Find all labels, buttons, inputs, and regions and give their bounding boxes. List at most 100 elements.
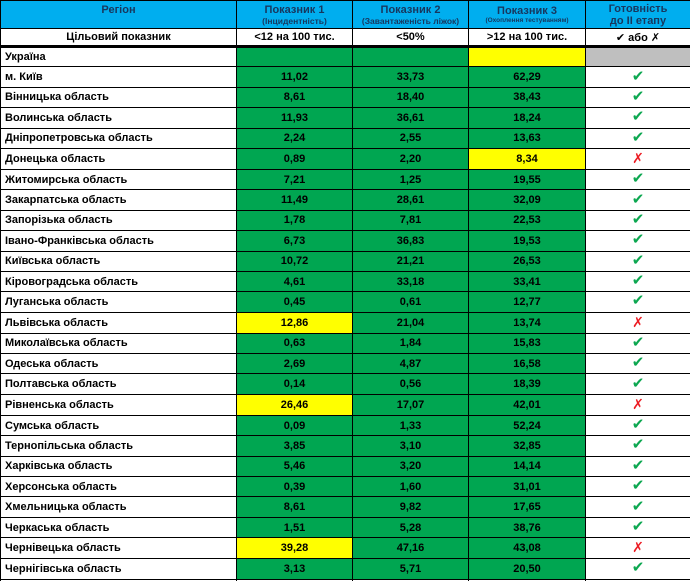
region-cell: Івано-Франківська область <box>0 230 237 252</box>
indicator-1-cell: 0,63 <box>236 332 353 355</box>
indicator-2-cell: 18,40 <box>352 86 469 109</box>
indicator-3-cell: 33,41 <box>468 270 586 293</box>
target-indicator-3: >12 на 100 тис. <box>468 28 586 48</box>
region-cell: Львівська область <box>0 311 237 334</box>
indicator-1-cell: 1,78 <box>236 209 353 232</box>
indicator-1-cell: 0,14 <box>236 373 353 395</box>
indicator-3-cell: 18,39 <box>468 373 586 395</box>
indicator-3-cell: 62,29 <box>468 66 586 88</box>
readiness-cell: ✔ <box>585 107 690 129</box>
indicator-1-cell: 10,72 <box>236 250 353 272</box>
region-cell: Вінницька область <box>0 86 237 109</box>
region-cell: Дніпропетровська область <box>0 127 237 149</box>
region-cell: м. Київ <box>0 66 237 88</box>
indicator-2-cell: 0,61 <box>352 291 469 313</box>
header-row: Регіон Показник 1 (Інцидентність) Показн… <box>0 0 690 29</box>
indicator-1-cell: 7,21 <box>236 168 353 191</box>
indicator-2-cell: 1,33 <box>352 414 469 437</box>
readiness-cell: ✔ <box>585 270 690 293</box>
readiness-cell: ✔ <box>585 414 690 437</box>
indicator-2-cell: 33,18 <box>352 270 469 293</box>
indicator-3-cell: 13,74 <box>468 311 586 334</box>
indicator-1-cell: 39,28 <box>236 537 353 560</box>
readiness-cell: ✔ <box>585 168 690 191</box>
readiness-cell: ✔ <box>585 435 690 457</box>
indicator-3-cell: 17,65 <box>468 496 586 518</box>
cross-icon: ✗ <box>632 149 644 166</box>
indicator-2-cell: 36,61 <box>352 107 469 129</box>
region-cell: Волинська область <box>0 107 237 129</box>
check-icon: ✔ <box>631 170 645 188</box>
table-row: Херсонська область 0,39 1,60 31,01 ✔ <box>0 476 690 498</box>
table-row: Запорізька область 1,78 7,81 22,53 ✔ <box>0 209 690 232</box>
readiness-cell: ✗ <box>585 537 690 560</box>
indicator-2-cell: 2,55 <box>352 127 469 149</box>
check-icon: ✔ <box>631 67 645 85</box>
header-indicator-1-title: Показник 1 <box>264 3 325 16</box>
table-row: Волинська область 11,93 36,61 18,24 ✔ <box>0 107 690 129</box>
partial-bottom-row <box>0 578 690 581</box>
indicator-3-cell: 52,24 <box>468 414 586 437</box>
indicator-2-cell: 47,16 <box>352 537 469 560</box>
table-row: Полтавська область 0,14 0,56 18,39 ✔ <box>0 373 690 395</box>
table-row: Рівненська область 26,46 17,07 42,01 ✗ <box>0 393 690 416</box>
indicator-1-cell: 6,73 <box>236 230 353 252</box>
indicator-1-cell: 11,93 <box>236 107 353 129</box>
indicator-3-cell: 32,85 <box>468 435 586 457</box>
indicator-3-cell: 12,77 <box>468 291 586 313</box>
check-icon: ✔ <box>631 251 645 269</box>
cross-icon: ✗ <box>632 539 644 556</box>
readiness-cell: ✔ <box>585 332 690 355</box>
region-cell: Житомирська область <box>0 168 237 191</box>
check-icon: ✔ <box>631 210 645 228</box>
indicator-2-cell: 36,83 <box>352 230 469 252</box>
table-row: Харківська область 5,46 3,20 14,14 ✔ <box>0 455 690 478</box>
indicator-2-cell: 1,84 <box>352 332 469 355</box>
check-icon: ✔ <box>631 354 645 372</box>
readiness-cell: ✔ <box>585 86 690 109</box>
indicator-1-cell: 3,85 <box>236 435 353 457</box>
table-row: Чернівецька область 39,28 47,16 43,08 ✗ <box>0 537 690 560</box>
check-icon: ✔ <box>631 231 645 249</box>
readiness-cell: ✔ <box>585 250 690 272</box>
readiness-cell: ✗ <box>585 147 690 170</box>
check-icon: ✔ <box>631 333 645 351</box>
target-indicator-2: <50% <box>352 28 469 48</box>
header-indicator-1: Показник 1 (Інцидентність) <box>236 0 353 29</box>
cross-icon: ✗ <box>632 313 644 330</box>
indicator-1-cell: 26,46 <box>236 393 353 416</box>
indicator-2-cell: 21,21 <box>352 250 469 272</box>
indicator-1-cell: 0,89 <box>236 147 353 170</box>
indicator-3-cell: 13,63 <box>468 127 586 149</box>
readiness-cell: ✔ <box>585 558 690 580</box>
readiness-cell: ✔ <box>585 455 690 478</box>
indicator-3-cell: 20,50 <box>468 558 586 580</box>
region-cell: Чернігівська область <box>0 558 237 580</box>
region-cell: Закарпатська область <box>0 189 237 211</box>
indicator-1-cell: 2,24 <box>236 127 353 149</box>
indicator-1-cell: 8,61 <box>236 496 353 518</box>
indicator-3-cell: 32,09 <box>468 189 586 211</box>
indicator-3-cell: 22,53 <box>468 209 586 232</box>
target-indicator-1: <12 на 100 тис. <box>236 28 353 48</box>
check-icon: ✔ <box>631 108 645 126</box>
table-row: Сумська область 0,09 1,33 52,24 ✔ <box>0 414 690 437</box>
header-indicator-2: Показник 2 (Завантаженість ліжок) <box>352 0 469 29</box>
indicator-2-cell: 2,20 <box>352 147 469 170</box>
header-indicator-3: Показник 3 (Охоплення тестуванням) <box>468 0 586 29</box>
indicator-2-cell: 7,81 <box>352 209 469 232</box>
indicator-3-cell: 42,01 <box>468 393 586 416</box>
table-row: Дніпропетровська область 2,24 2,55 13,63 ✔ <box>0 127 690 149</box>
check-icon: ✔ <box>631 559 645 577</box>
indicator-3-cell: 31,01 <box>468 476 586 498</box>
readiness-cell: ✔ <box>585 230 690 252</box>
indicator-1-cell: 4,61 <box>236 270 353 293</box>
check-icon: ✔ <box>631 477 645 495</box>
region-cell: Хмельницька область <box>0 496 237 518</box>
indicator-1-cell: 0,39 <box>236 476 353 498</box>
indicator-2-cell: 17,07 <box>352 393 469 416</box>
check-icon: ✔ <box>631 518 645 535</box>
region-cell: Луганська область <box>0 291 237 313</box>
indicator-3-cell: 18,24 <box>468 107 586 129</box>
check-icon: ✔ <box>631 87 645 105</box>
